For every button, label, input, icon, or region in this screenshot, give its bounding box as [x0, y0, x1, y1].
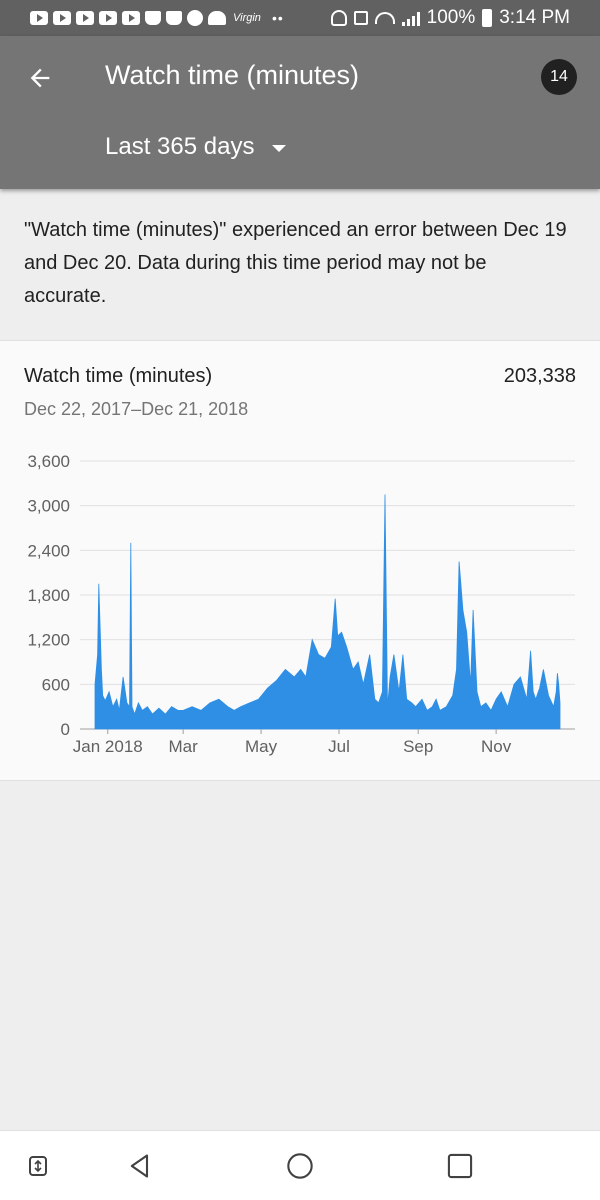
x-tick-label-4: Sep: [403, 737, 433, 756]
nav-home-button[interactable]: [285, 1151, 315, 1181]
status-bar: Virgin •• 100% 3:14 PM: [0, 0, 600, 36]
battery-icon: [482, 9, 493, 27]
y-tick-label-5: 3,000: [27, 497, 70, 516]
nav-recents-button[interactable]: [445, 1151, 475, 1181]
more-notifications-icon: ••: [271, 10, 284, 26]
chrome-icon: [187, 10, 203, 26]
y-tick-label-6: 3,600: [27, 452, 70, 471]
signal-icon: [401, 10, 420, 26]
heart-icon: [208, 11, 226, 25]
date-range-label: Last 365 days: [105, 133, 255, 160]
series-area: [94, 494, 561, 730]
caret-down-icon: [272, 145, 287, 152]
back-icon: [130, 1154, 149, 1178]
screen-pin-button[interactable]: [23, 1151, 53, 1181]
x-tick-label-0: Jan 2018: [73, 737, 143, 756]
back-button[interactable]: [20, 58, 60, 98]
mute-icon: [353, 11, 368, 25]
screen-pin-icon: [29, 1156, 47, 1176]
card-title: Watch time (minutes): [24, 365, 213, 387]
hat-icon: [145, 11, 161, 25]
x-tick-label-3: Jul: [328, 737, 350, 756]
error-message: "Watch time (minutes)" experienced an er…: [24, 219, 567, 307]
y-tick-label-1: 600: [42, 675, 70, 694]
youtube-icon: [30, 11, 48, 25]
y-tick-label-4: 2,400: [27, 541, 70, 560]
battery-percent: 100%: [426, 7, 476, 28]
youtube-icon: [53, 11, 71, 25]
page-title: Watch time (minutes): [105, 60, 360, 90]
home-icon: [287, 1153, 313, 1179]
hat-icon: [166, 11, 182, 25]
headphones-icon: [330, 10, 347, 26]
recents-icon: [447, 1153, 473, 1179]
x-tick-label-2: May: [245, 737, 278, 756]
notification-badge[interactable]: 14: [541, 59, 577, 95]
virgin-logo: Virgin: [233, 12, 261, 24]
card-total: 203,338: [503, 365, 576, 387]
youtube-icon: [122, 11, 140, 25]
app-bar: Watch time (minutes) 14 Last 365 days: [0, 36, 600, 189]
nav-back-button[interactable]: [125, 1151, 155, 1181]
clock: 3:14 PM: [499, 7, 570, 28]
y-tick-label-0: 0: [61, 720, 70, 739]
notification-icons: Virgin ••: [30, 10, 284, 26]
navigation-bar: [0, 1130, 600, 1200]
system-icons: 100% 3:14 PM: [330, 7, 570, 29]
x-tick-label-5: Nov: [481, 737, 512, 756]
wifi-icon: [374, 12, 395, 24]
y-tick-label-2: 1,200: [27, 631, 70, 650]
arrow-left-icon: [30, 68, 50, 88]
x-tick-label-1: Mar: [169, 737, 199, 756]
date-range-dropdown[interactable]: Last 365 days: [105, 133, 287, 161]
card-date-range: Dec 22, 2017–Dec 21, 2018: [24, 399, 249, 419]
youtube-icon: [76, 11, 94, 25]
watch-time-chart[interactable]: 0 600 1,200 1,800 2,400 3,000 3,600 Jan 2018 Mar…: [0, 441, 600, 761]
y-tick-label-3: 1,800: [27, 586, 70, 605]
youtube-icon: [99, 11, 117, 25]
metric-card: Watch time (minutes) 203,338 Dec 22, 201…: [0, 340, 600, 781]
